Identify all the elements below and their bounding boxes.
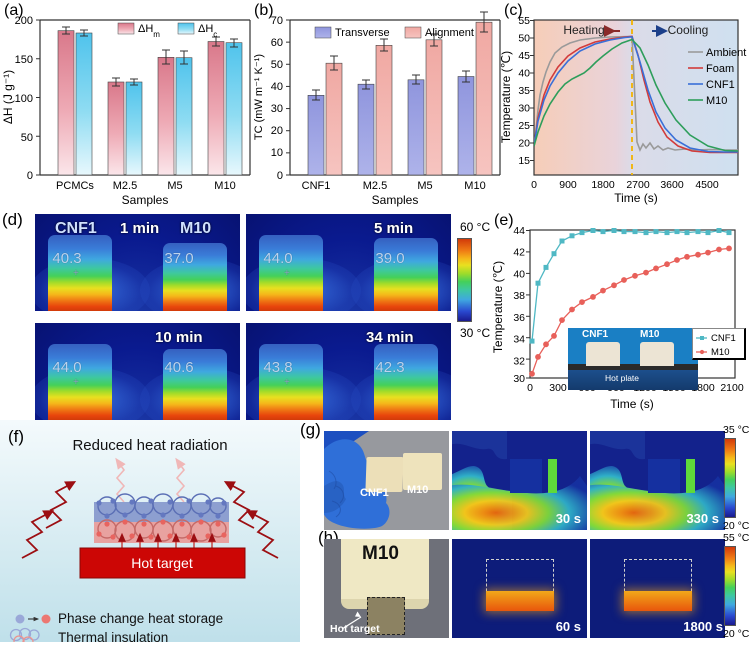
svg-text:3600: 3600 <box>660 179 684 191</box>
svg-text:40: 40 <box>518 67 530 79</box>
svg-text:70: 70 <box>271 15 283 27</box>
svg-text:200: 200 <box>15 15 33 27</box>
svg-text:Transverse: Transverse <box>335 27 390 39</box>
svg-text:1800: 1800 <box>591 179 615 191</box>
svg-text:Phase change heat storage: Phase change heat storage <box>58 611 223 626</box>
svg-text:(e): (e) <box>494 212 514 229</box>
svg-text:ΔHc: ΔHc <box>198 23 217 39</box>
svg-text:40: 40 <box>271 81 283 93</box>
svg-text:0: 0 <box>277 170 283 182</box>
svg-text:M5: M5 <box>417 180 432 192</box>
svg-text:Ambient: Ambient <box>706 47 746 59</box>
svg-text:900: 900 <box>559 179 577 191</box>
svg-text:10: 10 <box>271 147 283 159</box>
svg-text:20: 20 <box>518 137 530 149</box>
svg-text:30: 30 <box>518 102 530 114</box>
svg-text:Time (s): Time (s) <box>610 397 654 411</box>
svg-text:32: 32 <box>513 355 525 367</box>
svg-text:100: 100 <box>15 93 33 105</box>
svg-text:TC (mW m⁻¹ K⁻¹): TC (mW m⁻¹ K⁻¹) <box>253 54 265 140</box>
svg-text:34: 34 <box>513 334 525 346</box>
svg-text:55: 55 <box>518 15 530 27</box>
svg-text:35: 35 <box>518 85 530 97</box>
svg-text:Hot target: Hot target <box>131 555 193 571</box>
svg-text:M10: M10 <box>711 347 729 358</box>
svg-text:25: 25 <box>518 120 530 132</box>
svg-text:M10: M10 <box>464 180 485 192</box>
svg-text:Samples: Samples <box>372 193 419 207</box>
svg-text:Temperature (℃): Temperature (℃) <box>500 51 513 143</box>
svg-text:50: 50 <box>271 59 283 71</box>
svg-text:(f): (f) <box>8 427 24 446</box>
svg-text:45: 45 <box>518 50 530 62</box>
svg-text:M5: M5 <box>167 180 182 192</box>
svg-text:60: 60 <box>271 37 283 49</box>
svg-text:40: 40 <box>513 268 525 280</box>
svg-text:M10: M10 <box>706 95 727 107</box>
svg-text:30: 30 <box>271 103 283 115</box>
svg-text:Time (s): Time (s) <box>614 191 658 205</box>
svg-text:36: 36 <box>513 312 525 324</box>
svg-text:2100: 2100 <box>720 382 744 394</box>
svg-text:Thermal insulation: Thermal insulation <box>58 630 168 642</box>
svg-text:Temperature (℃): Temperature (℃) <box>491 261 505 353</box>
svg-text:44: 44 <box>513 225 525 237</box>
svg-text:CNF1: CNF1 <box>302 180 331 192</box>
svg-text:M10: M10 <box>214 180 235 192</box>
svg-text:50: 50 <box>21 132 33 144</box>
svg-text:Foam: Foam <box>706 63 734 75</box>
svg-text:ΔHm: ΔHm <box>138 23 160 39</box>
svg-text:M2.5: M2.5 <box>113 180 137 192</box>
svg-text:Heating: Heating <box>563 23 604 37</box>
svg-text:150: 150 <box>15 54 33 66</box>
svg-text:CNF1: CNF1 <box>706 79 735 91</box>
svg-text:PCMCs: PCMCs <box>56 180 94 192</box>
svg-text:15: 15 <box>518 155 530 167</box>
svg-text:50: 50 <box>518 32 530 44</box>
svg-text:Alignment: Alignment <box>425 27 474 39</box>
svg-text:ΔH (J g⁻¹): ΔH (J g⁻¹) <box>1 70 15 124</box>
svg-text:0: 0 <box>527 382 533 394</box>
svg-text:M2.5: M2.5 <box>363 180 387 192</box>
svg-text:30: 30 <box>513 373 525 385</box>
svg-text:0: 0 <box>27 170 33 182</box>
svg-text:0: 0 <box>531 179 537 191</box>
svg-text:Samples: Samples <box>122 193 169 207</box>
svg-text:Reduced heat radiation: Reduced heat radiation <box>72 437 227 454</box>
svg-text:300: 300 <box>549 382 567 394</box>
svg-text:38: 38 <box>513 290 525 302</box>
svg-text:2700: 2700 <box>626 179 650 191</box>
svg-text:20: 20 <box>271 125 283 137</box>
svg-text:Cooling: Cooling <box>668 23 709 37</box>
svg-text:42: 42 <box>513 247 525 259</box>
svg-text:CNF1: CNF1 <box>711 333 736 344</box>
svg-text:4500: 4500 <box>695 179 719 191</box>
